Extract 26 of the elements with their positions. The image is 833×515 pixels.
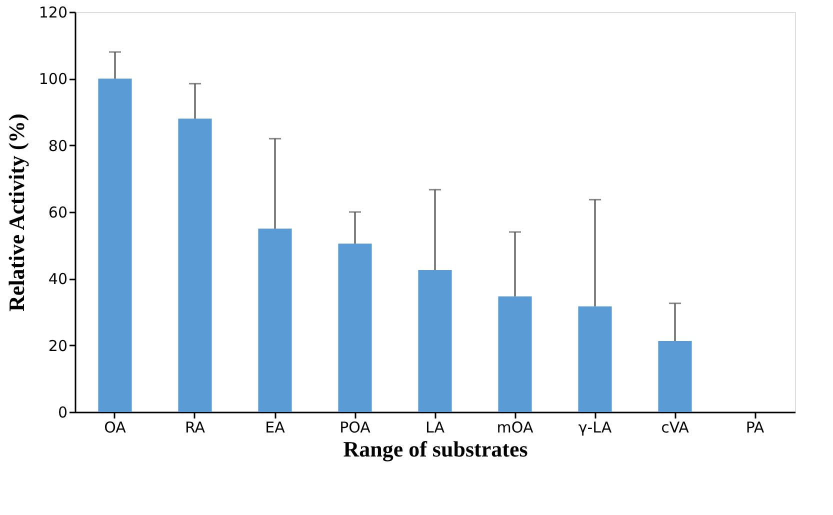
- y-axis-title: Relative Activity (%): [4, 114, 29, 312]
- x-axis-title: Range of substrates: [343, 436, 528, 462]
- x-tick-label: OA: [104, 418, 127, 436]
- x-tick-label: LA: [426, 418, 446, 436]
- x-tick-label: POA: [340, 418, 372, 436]
- x-tick-label: RA: [184, 418, 206, 436]
- bar: [258, 228, 292, 412]
- y-tick-label: 20: [48, 336, 68, 355]
- y-tick-label: 120: [38, 4, 68, 22]
- x-tick-label: γ-LA: [578, 418, 612, 436]
- bar: [498, 296, 532, 412]
- bar: [338, 244, 372, 412]
- bar: [98, 78, 132, 412]
- x-tick-label: mOA: [496, 418, 534, 436]
- y-tick-label: 40: [48, 270, 68, 288]
- x-tick-label: PA: [746, 418, 765, 436]
- x-tick-label: EA: [265, 418, 286, 436]
- bar: [418, 270, 452, 412]
- bar: [178, 118, 212, 412]
- bar: [658, 341, 692, 412]
- bar: [578, 306, 612, 412]
- y-tick-label: 100: [38, 70, 68, 88]
- y-tick-label: 80: [48, 136, 68, 155]
- y-tick-label: 60: [48, 204, 68, 222]
- y-tick-label: 0: [58, 404, 68, 422]
- x-tick-label: cVA: [661, 418, 690, 436]
